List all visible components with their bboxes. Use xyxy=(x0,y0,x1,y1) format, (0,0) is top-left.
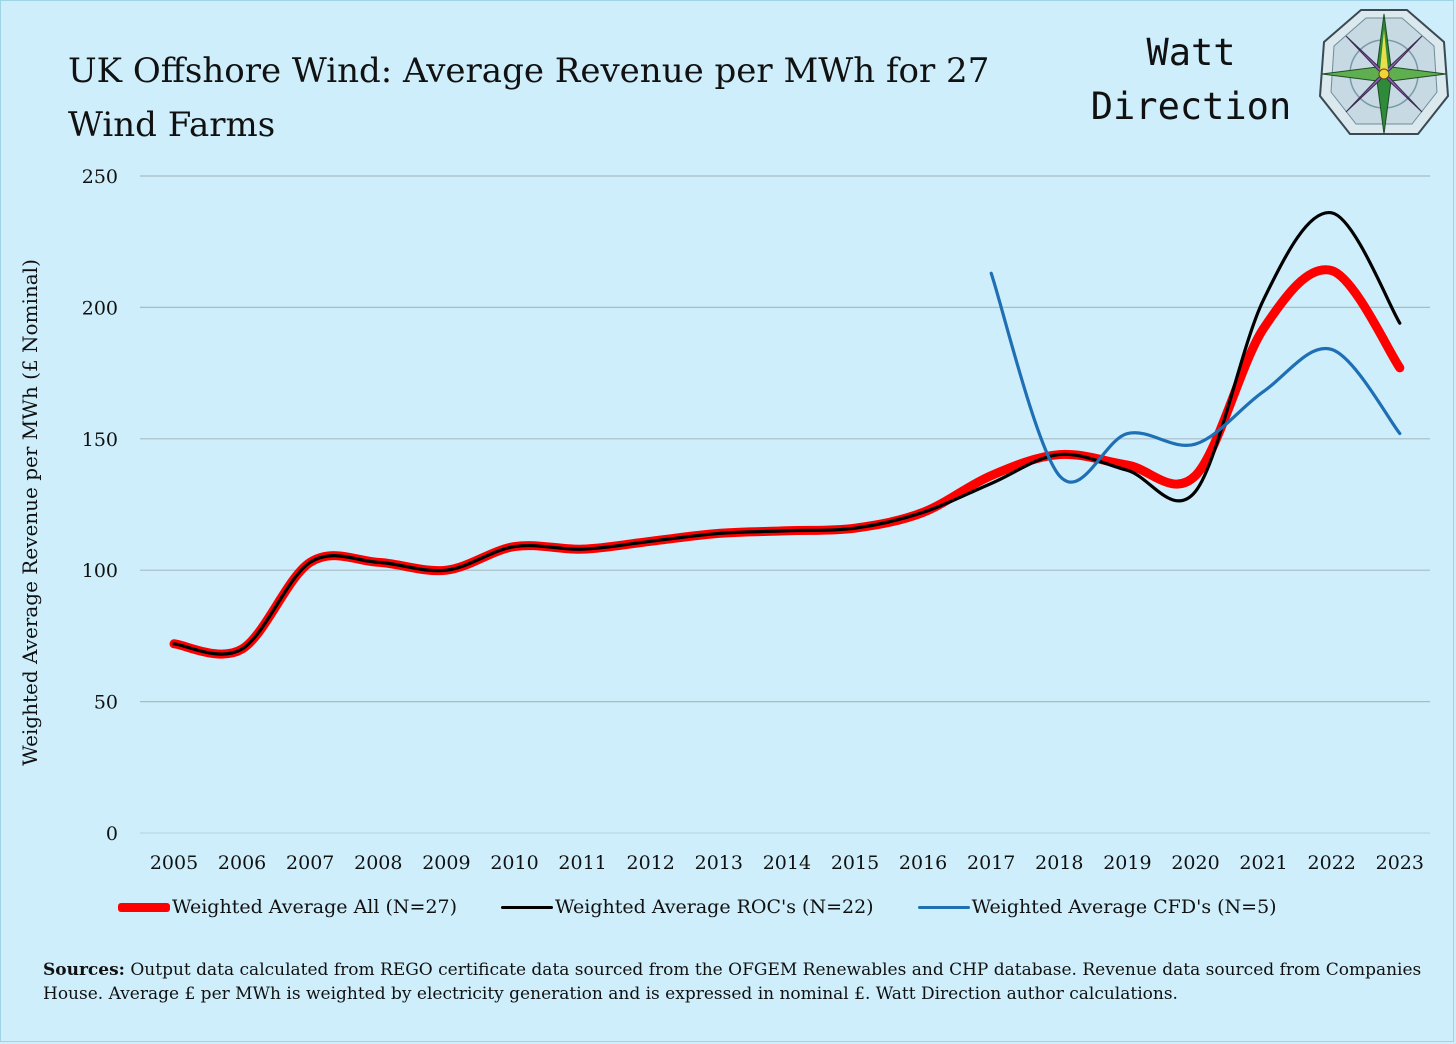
brand-line-1: Watt xyxy=(1146,31,1236,74)
legend-item: Weighted Average CFD's (N=5) xyxy=(917,896,1277,918)
chart-legend: Weighted Average All (N=27) Weighted Aver… xyxy=(118,892,1321,922)
x-tick-label: 2022 xyxy=(1308,852,1356,874)
y-axis-title: Weighted Average Revenue per MWh (£ Nomi… xyxy=(18,259,42,766)
line-chart: 0 50 100 150 200 250 2005 2006 2007 2008 2009 2010 2… xyxy=(18,166,1430,874)
brand-name: Watt Direction xyxy=(1066,26,1316,134)
x-tick-label: 2016 xyxy=(899,852,947,874)
x-tick-label: 2011 xyxy=(558,852,606,874)
x-tick-label: 2010 xyxy=(490,852,538,874)
sources-text: Output data calculated from REGO certifi… xyxy=(43,960,1422,1004)
x-tick-label: 2021 xyxy=(1239,852,1287,874)
sources-note: Sources: Output data calculated from REG… xyxy=(43,958,1423,1006)
x-tick-label: 2012 xyxy=(627,852,675,874)
x-tick-label: 2015 xyxy=(831,852,879,874)
y-tick-label: 50 xyxy=(94,692,118,714)
legend-swatch xyxy=(917,905,970,909)
x-tick-label: 2005 xyxy=(150,852,198,874)
series-line-roc xyxy=(172,211,1402,656)
legend-label: Weighted Average CFD's (N=5) xyxy=(971,896,1277,918)
series-line-all xyxy=(169,265,1405,659)
y-tick-label: 250 xyxy=(82,166,118,188)
legend-label: Weighted Average ROC's (N=22) xyxy=(555,896,874,918)
x-tick-label: 2017 xyxy=(967,852,1015,874)
legend-item: Weighted Average All (N=27) xyxy=(118,896,457,918)
chart-title: UK Offshore Wind: Average Revenue per MW… xyxy=(68,51,990,145)
compass-logo xyxy=(1318,9,1450,135)
y-tick-label: 200 xyxy=(82,297,118,319)
x-tick-label: 2020 xyxy=(1171,852,1219,874)
x-tick-label: 2013 xyxy=(695,852,743,874)
x-tick-label: 2018 xyxy=(1035,852,1083,874)
x-tick-label: 2008 xyxy=(354,852,402,874)
x-tick-label: 2006 xyxy=(218,852,266,874)
legend-item: Weighted Average ROC's (N=22) xyxy=(501,896,874,918)
x-tick-label: 2023 xyxy=(1376,852,1424,874)
y-tick-label: 100 xyxy=(82,560,118,582)
sources-label: Sources: xyxy=(43,960,125,980)
x-tick-label: 2007 xyxy=(286,852,334,874)
y-tick-label: 0 xyxy=(106,823,118,845)
brand-line-2: Direction xyxy=(1090,85,1292,128)
legend-swatch xyxy=(118,902,170,912)
legend-label: Weighted Average All (N=27) xyxy=(172,896,458,918)
x-tick-label: 2014 xyxy=(763,852,811,874)
legend-swatch xyxy=(501,905,554,909)
x-tick-label: 2019 xyxy=(1103,852,1151,874)
series-line-cfd xyxy=(989,271,1402,484)
y-tick-label: 150 xyxy=(82,429,118,451)
x-tick-label: 2009 xyxy=(422,852,470,874)
